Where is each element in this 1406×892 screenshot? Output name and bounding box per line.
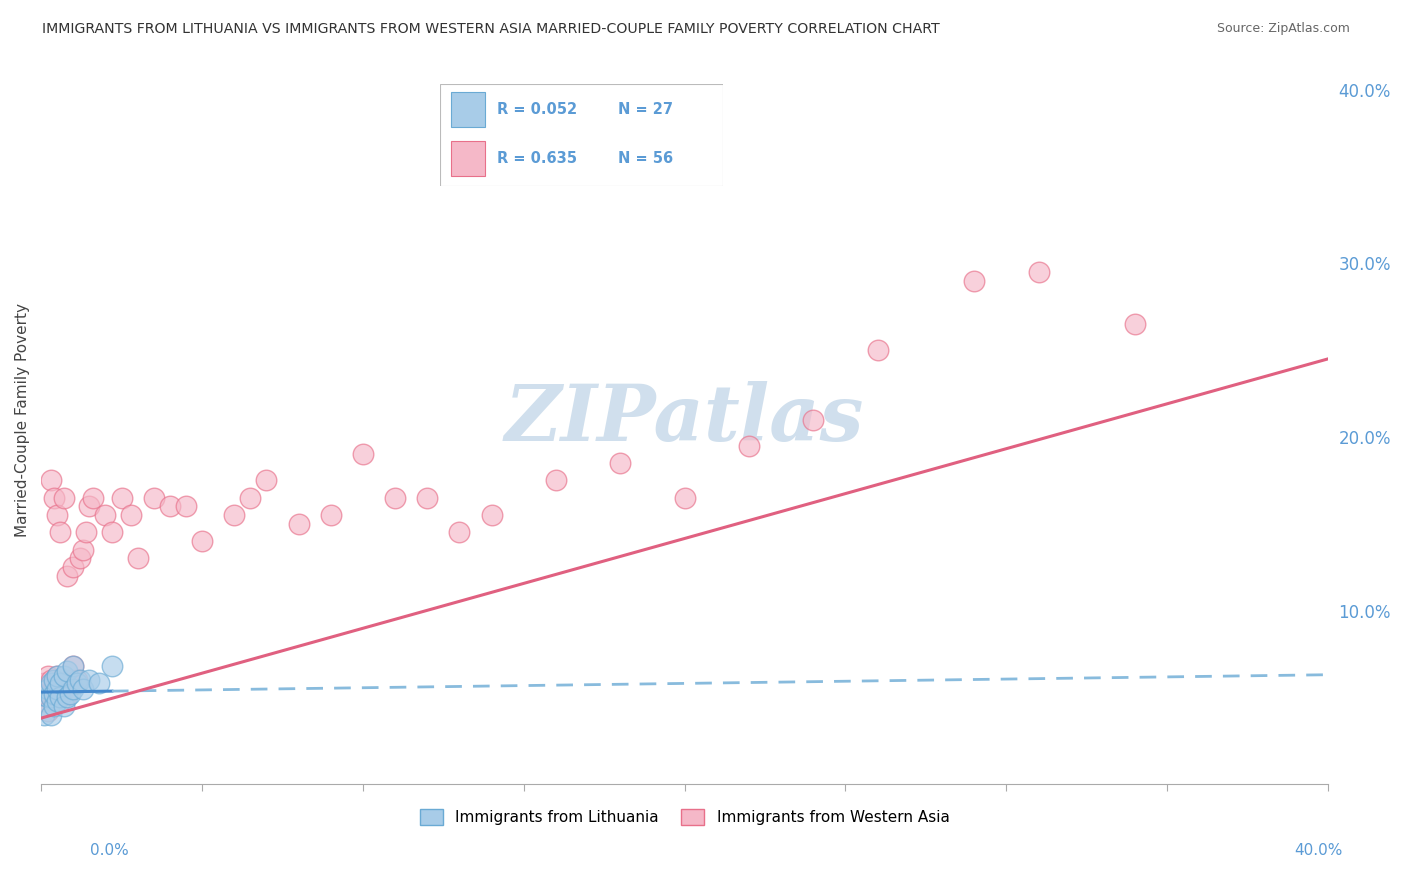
Point [34, 707, 56, 722]
Text: ZIPatlas: ZIPatlas [505, 382, 865, 458]
Point [39, 673, 62, 687]
Point [46, 681, 69, 696]
Point [120, 508, 142, 522]
Point [65, 676, 87, 690]
Point [142, 491, 165, 505]
Point [127, 551, 149, 566]
Point [87, 676, 110, 690]
Point [56, 687, 79, 701]
Point [481, 508, 503, 522]
Point [69, 551, 91, 566]
Point [62, 681, 84, 696]
Point [37, 704, 59, 718]
Point [65, 673, 87, 687]
Point [52, 491, 75, 505]
Point [94, 508, 117, 522]
Point [37, 669, 59, 683]
Point [42, 698, 65, 713]
Text: 0.0%: 0.0% [90, 843, 129, 857]
Point [79, 500, 101, 514]
Point [39, 474, 62, 488]
Point [449, 525, 471, 540]
Point [39, 676, 62, 690]
Point [82, 491, 104, 505]
Text: IMMIGRANTS FROM LITHUANIA VS IMMIGRANTS FROM WESTERN ASIA MARRIED-COUPLE FAMILY : IMMIGRANTS FROM LITHUANIA VS IMMIGRANTS … [42, 22, 941, 37]
Point [69, 673, 91, 687]
Point [37, 690, 59, 705]
Point [34, 676, 56, 690]
Point [46, 669, 69, 683]
Point [39, 707, 62, 722]
Point [110, 491, 132, 505]
Point [42, 687, 65, 701]
Point [72, 681, 94, 696]
Point [56, 690, 79, 705]
Point [56, 665, 79, 679]
Point [42, 676, 65, 690]
Point [738, 439, 761, 453]
Point [319, 508, 342, 522]
Point [49, 690, 72, 705]
Point [39, 690, 62, 705]
Point [224, 508, 246, 522]
Point [1028, 265, 1050, 279]
Legend: Immigrants from Lithuania, Immigrants from Western Asia: Immigrants from Lithuania, Immigrants fr… [413, 803, 956, 831]
Point [62, 659, 84, 673]
Point [101, 525, 124, 540]
Point [963, 274, 986, 288]
Point [46, 669, 69, 683]
Point [52, 698, 75, 713]
Point [46, 687, 69, 701]
Point [287, 516, 309, 531]
Point [673, 491, 696, 505]
Point [42, 694, 65, 708]
Point [801, 412, 824, 426]
Point [254, 474, 277, 488]
Point [56, 569, 79, 583]
Point [46, 694, 69, 708]
Point [34, 694, 56, 708]
Point [101, 659, 124, 673]
Point [42, 491, 65, 505]
Point [174, 500, 197, 514]
Point [416, 491, 439, 505]
Point [1123, 317, 1146, 331]
Point [62, 659, 84, 673]
Point [75, 525, 97, 540]
Point [239, 491, 262, 505]
Point [191, 534, 214, 549]
Point [52, 681, 75, 696]
Point [49, 676, 72, 690]
Y-axis label: Married-Couple Family Poverty: Married-Couple Family Poverty [15, 302, 30, 537]
Point [866, 343, 889, 358]
Point [352, 447, 374, 461]
Text: Source: ZipAtlas.com: Source: ZipAtlas.com [1216, 22, 1350, 36]
Point [37, 681, 59, 696]
Point [52, 669, 75, 683]
Point [62, 560, 84, 574]
Point [59, 673, 82, 687]
Point [42, 673, 65, 687]
Text: 40.0%: 40.0% [1295, 843, 1343, 857]
Point [72, 542, 94, 557]
Point [384, 491, 406, 505]
Point [609, 456, 631, 470]
Point [39, 690, 62, 705]
Point [49, 694, 72, 708]
Point [544, 474, 567, 488]
Point [79, 673, 101, 687]
Point [49, 525, 72, 540]
Point [159, 500, 181, 514]
Point [46, 508, 69, 522]
Point [59, 687, 82, 701]
